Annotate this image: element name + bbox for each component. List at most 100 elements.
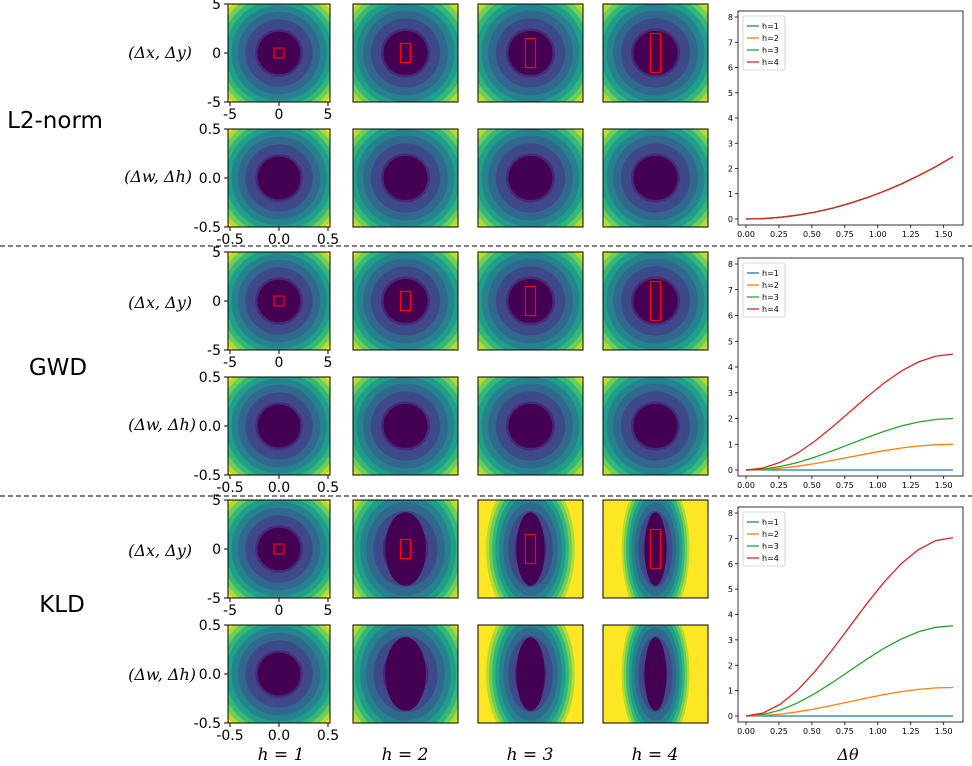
y-tick-label: 0 (728, 712, 733, 721)
x-tick-label: 0.0 (268, 728, 290, 744)
row-separators (0, 245, 972, 497)
y-tick-label: 3 (728, 389, 733, 398)
contour-core (257, 527, 301, 571)
series-line-h=4 (745, 353, 954, 471)
contour-panel (353, 500, 458, 598)
panel-frame (602, 128, 709, 228)
row-label-kld: KLD (39, 592, 85, 618)
x-tick-label: 0.75 (836, 481, 854, 490)
ground-truth-box (649, 528, 662, 570)
y-tick-label: 1 (728, 687, 733, 696)
y-tick-label: 2 (728, 165, 733, 174)
panel-frame (352, 499, 459, 599)
y-tick-label: 4 (728, 611, 733, 620)
ground-truth-box (273, 47, 285, 59)
contour-core (385, 512, 426, 586)
y-tick-label: 0 (212, 46, 221, 62)
contour-panel (228, 252, 330, 350)
y-tick-label: -0.5 (194, 468, 221, 484)
contour-core (516, 637, 545, 711)
contour-panel (478, 500, 583, 598)
y-tick-label: 6 (728, 64, 733, 73)
x-tick-label: 5 (324, 355, 333, 371)
y-tick-label: 5 (728, 337, 733, 346)
contour-panel (228, 129, 330, 227)
contour-panel (478, 129, 583, 227)
y-tick-label: 1 (728, 190, 733, 199)
panel-frame (602, 3, 709, 103)
ground-truth-box (524, 533, 537, 565)
x-tick-label: 0.50 (803, 230, 821, 239)
x-tick-label: -5 (223, 107, 237, 123)
series-line-h=4 (745, 536, 954, 717)
legend-label: h=3 (762, 46, 779, 55)
legend-label: h=3 (762, 542, 779, 551)
contour-panel (478, 252, 583, 350)
column-label-h4: h = 4 (632, 745, 679, 762)
panel-frame (602, 376, 709, 476)
y-tick-label: 6 (728, 312, 733, 321)
contour-core (633, 155, 678, 201)
ground-truth-box (649, 280, 662, 322)
contour-panel (603, 252, 708, 350)
contour-core (257, 156, 301, 200)
contour-panel (603, 625, 708, 723)
legend-label: h=2 (762, 281, 779, 290)
label-layer: L2-norm GWD KLD (Δx, Δy) (Δw, Δh) (Δx, Δ… (7, 43, 859, 765)
x-tick-label: 0 (275, 107, 284, 123)
y-tick-label: 0.0 (199, 419, 221, 435)
x-tick-label: 1.25 (902, 230, 920, 239)
contour-panel (603, 500, 708, 598)
y-tick-label: 5 (728, 89, 733, 98)
row-label-gwd: GWD (29, 355, 87, 381)
line-chart: 0 1 2 3 4 5 6 7 8 0.00 0.25 0.50 0.75 1.00 1.25 1.50 h=1… (728, 257, 964, 490)
legend-box (742, 15, 786, 71)
y-tick-label: 8 (728, 509, 733, 518)
legend-box (742, 511, 786, 567)
ground-truth-box (273, 543, 285, 555)
panel-frame (602, 624, 709, 724)
column-label-h3: h = 3 (507, 745, 554, 762)
y-tick-label: 0 (728, 215, 733, 224)
panel-frame (352, 251, 459, 351)
legend-label: h=1 (762, 269, 779, 278)
ground-truth-box (399, 290, 412, 312)
contour-panel (353, 129, 458, 227)
x-tick-label: 0.25 (770, 230, 788, 239)
ground-truth-box (273, 295, 285, 307)
ground-truth-box (649, 32, 662, 74)
contour-panel (228, 4, 330, 102)
contour-core (633, 403, 678, 449)
contour-core (516, 512, 545, 586)
x-tick-label: 1.25 (902, 481, 920, 490)
x-tick-label: 1.00 (869, 727, 887, 736)
pos-label-row3: (Δx, Δy) (128, 541, 192, 560)
panel-frame (477, 251, 584, 351)
x-axis-title: Δθ (836, 745, 859, 762)
panel-frame (352, 624, 459, 724)
contour-core (383, 30, 428, 76)
size-label-row3: (Δw, Δh) (128, 665, 196, 684)
y-tick-label: -0.5 (194, 716, 221, 732)
contour-panel (228, 625, 330, 723)
x-tick-label: 1.00 (869, 230, 887, 239)
x-tick-label: 0.25 (770, 481, 788, 490)
x-tick-label: 0.75 (836, 230, 854, 239)
contour-panel (603, 377, 708, 475)
contour-core (383, 403, 428, 449)
contour-core (644, 637, 667, 711)
panel-frame (602, 499, 709, 599)
y-tick-label: 8 (728, 260, 733, 269)
contour-core (257, 404, 301, 448)
y-tick-label: 0.5 (199, 122, 221, 138)
series-line-h=3 (745, 625, 954, 717)
contour-core (633, 278, 678, 324)
x-tick-label: -5 (223, 355, 237, 371)
y-tick-label: 6 (728, 560, 733, 569)
panel-frame (352, 128, 459, 228)
x-tick-label: 1.50 (935, 727, 953, 736)
y-tick-label: 0.0 (199, 171, 221, 187)
x-tick-label: 5 (324, 107, 333, 123)
y-tick-label: 2 (728, 415, 733, 424)
